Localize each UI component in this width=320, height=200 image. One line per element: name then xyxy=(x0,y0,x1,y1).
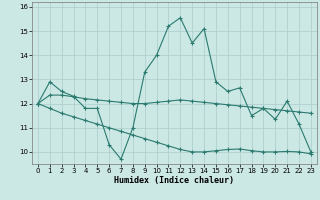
X-axis label: Humidex (Indice chaleur): Humidex (Indice chaleur) xyxy=(115,176,234,185)
